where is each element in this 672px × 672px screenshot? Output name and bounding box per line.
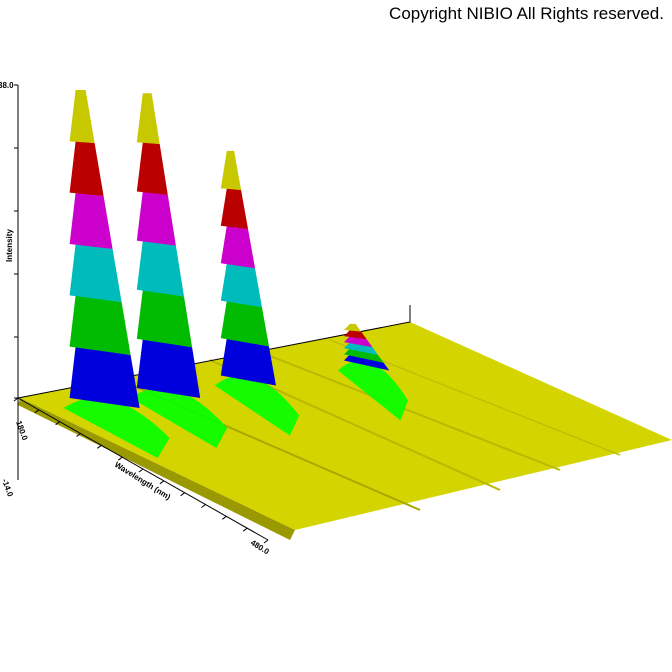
peak-band bbox=[344, 342, 378, 355]
peak-band bbox=[220, 225, 256, 269]
peak-band bbox=[344, 329, 367, 340]
peak-band bbox=[69, 90, 95, 143]
peak-band bbox=[344, 323, 362, 332]
peak-band bbox=[220, 263, 262, 308]
z-tick-label-base: 180.0 bbox=[14, 420, 29, 442]
peak-band bbox=[220, 338, 276, 386]
peak-band bbox=[344, 348, 384, 363]
wavelength-tick bbox=[55, 421, 60, 426]
peak-base bbox=[63, 398, 170, 458]
back-frame bbox=[17, 85, 411, 399]
wavelength-tick bbox=[263, 539, 269, 544]
peak-base bbox=[130, 388, 228, 448]
peak-base bbox=[338, 360, 408, 421]
wavelength-tick bbox=[97, 444, 102, 449]
copyright-notice: Copyright NIBIO All Rights reserved. bbox=[389, 4, 664, 23]
wavelength-tick bbox=[242, 527, 248, 532]
wavelength-tick bbox=[117, 456, 123, 461]
peak-band bbox=[69, 295, 131, 355]
wavelength-tick bbox=[13, 397, 19, 402]
wavelength-tick-label-end: 480.0 bbox=[249, 538, 271, 557]
wavelength-tick bbox=[180, 492, 185, 497]
floor-streak bbox=[259, 351, 561, 471]
peak-band bbox=[220, 300, 269, 347]
peak-band bbox=[69, 192, 113, 249]
peak-band bbox=[220, 188, 249, 230]
peak-band bbox=[136, 93, 160, 145]
wavelength-tick bbox=[76, 433, 81, 437]
peak-band bbox=[136, 142, 168, 195]
z-tick-label-top: 38.0 bbox=[0, 81, 14, 90]
peak-band bbox=[136, 240, 184, 297]
peak-band bbox=[344, 354, 390, 371]
peak-band bbox=[69, 346, 140, 408]
peak-band bbox=[69, 141, 104, 196]
z-tick-label-bottom: -14.0 bbox=[0, 478, 15, 499]
wavelength-tick bbox=[201, 504, 206, 508]
peak-band bbox=[136, 338, 201, 398]
peak-band bbox=[69, 244, 122, 302]
wavelength-tick bbox=[222, 515, 227, 520]
peak-band bbox=[136, 289, 193, 348]
wavelength-axis-ticks bbox=[13, 397, 269, 544]
z-axis-ticks bbox=[14, 84, 18, 399]
wavelength-tick bbox=[159, 480, 165, 485]
peak-band bbox=[220, 150, 242, 190]
wavelength-tick bbox=[34, 409, 40, 414]
peak-band bbox=[344, 336, 373, 348]
peak-band bbox=[136, 191, 176, 246]
peak-base bbox=[214, 375, 300, 436]
z-axis-title: Intensity bbox=[5, 229, 14, 262]
floor-shade bbox=[18, 398, 295, 540]
peaks-group bbox=[63, 90, 408, 458]
wavelength-tick bbox=[138, 468, 144, 473]
